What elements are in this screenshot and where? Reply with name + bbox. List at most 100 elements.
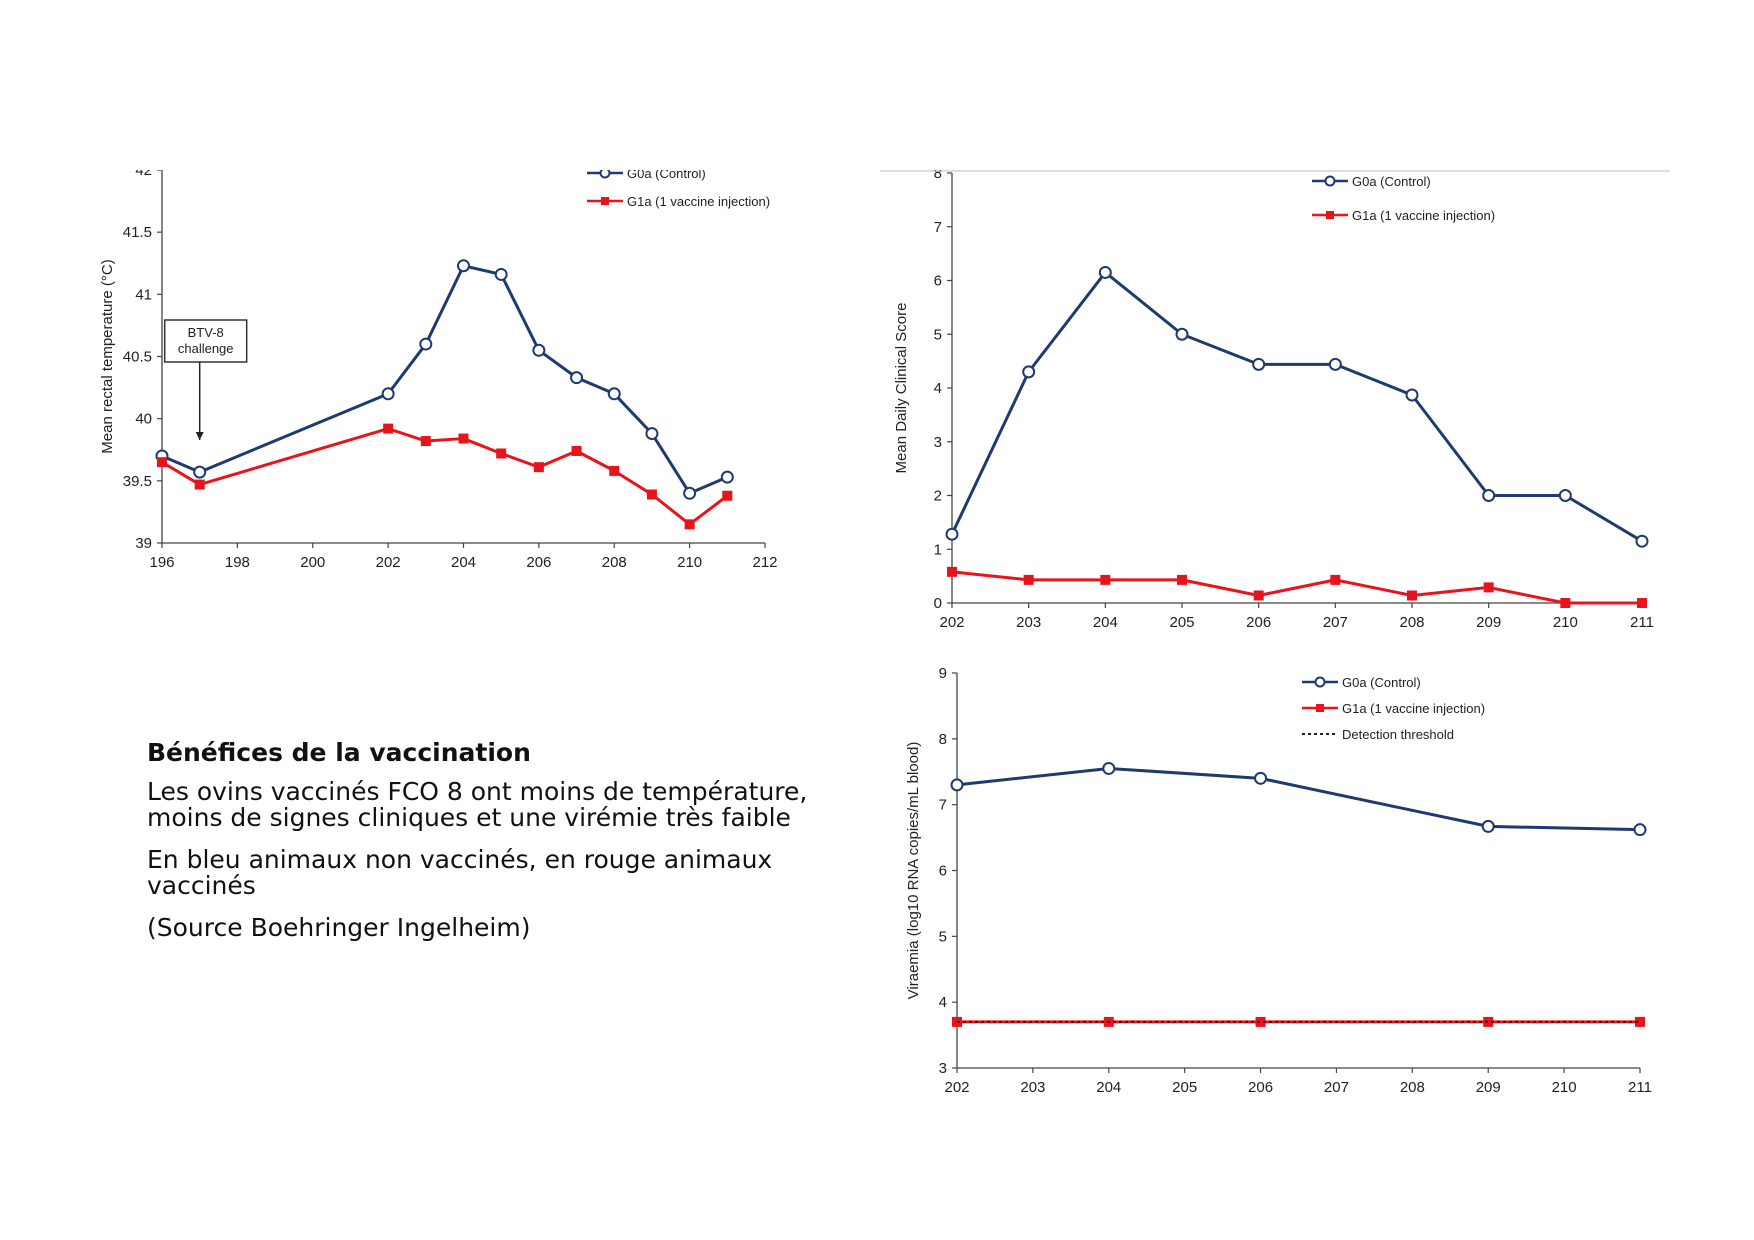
x-tick-label: 210 xyxy=(1552,1079,1577,1096)
x-tick-label: 204 xyxy=(1096,1079,1121,1096)
annotation-label: BTV-8 xyxy=(188,325,224,340)
data-point-vaccinated xyxy=(1637,598,1647,608)
x-tick-label: 205 xyxy=(1169,614,1194,631)
legend-marker-vaccinated xyxy=(601,197,609,205)
y-tick-label: 39 xyxy=(135,535,152,552)
data-point-control xyxy=(1102,761,1116,775)
data-point-vaccinated xyxy=(194,479,205,490)
y-tick-label: 6 xyxy=(934,273,942,290)
x-tick-label: 205 xyxy=(1172,1079,1197,1096)
data-point-control xyxy=(1022,365,1036,379)
x-tick-label: 207 xyxy=(1324,1079,1349,1096)
chart-rectal-temperature-svg: 39 39.5 40 40.5 41 41.5 42 196 198 200 202 204 206 20… xyxy=(99,162,778,571)
data-point-vaccinated xyxy=(496,448,507,459)
data-point-vaccinated xyxy=(1483,1016,1494,1027)
series-line-control xyxy=(161,264,728,495)
legend-label: G0a (Control) xyxy=(1352,174,1431,189)
chart-clinical-score-svg: 0 1 2 3 4 5 6 7 8 202 203 204 205 206 207 208 209 210 211 M… xyxy=(880,165,1670,631)
data-point-control xyxy=(1328,357,1342,371)
data-point-control xyxy=(457,259,470,273)
x-tick-label: 209 xyxy=(1476,1079,1501,1096)
data-point-vaccinated xyxy=(458,433,469,444)
y-axis-label: Mean Daily Clinical Score xyxy=(893,303,910,474)
y-tick-label: 3 xyxy=(934,434,942,451)
data-point-vaccinated xyxy=(1177,574,1187,585)
y-tick-label: 4 xyxy=(939,994,947,1011)
data-point-control xyxy=(683,486,697,500)
data-point-control xyxy=(570,371,584,385)
data-point-control xyxy=(720,470,734,484)
y-tick-label: 40 xyxy=(135,411,152,428)
legend-marker-control xyxy=(1324,175,1336,187)
data-point-control xyxy=(1254,771,1268,785)
data-point-control xyxy=(494,267,508,281)
data-point-control xyxy=(1175,327,1189,341)
data-point-vaccinated xyxy=(1023,574,1034,585)
x-tick-label: 209 xyxy=(1476,614,1501,631)
text-paragraph-1: Les ovins vaccinés FCO 8 ont moins de te… xyxy=(147,777,808,832)
legend-marker-control xyxy=(1314,676,1326,688)
data-point-vaccinated xyxy=(646,489,657,500)
data-point-control xyxy=(1252,357,1266,371)
y-tick-label: 41.5 xyxy=(123,224,152,241)
y-tick-label: 1 xyxy=(934,541,942,558)
y-tick-label: 42 xyxy=(135,170,152,179)
y-tick-label: 7 xyxy=(934,219,942,236)
data-point-vaccinated xyxy=(684,519,695,530)
data-point-control xyxy=(645,427,659,441)
series-line-control xyxy=(956,766,1641,832)
x-tick-label: 212 xyxy=(752,554,777,571)
x-tick-label: 198 xyxy=(225,554,250,571)
y-tick-label: 9 xyxy=(939,665,947,682)
x-tick-label: 204 xyxy=(1093,614,1118,631)
legend-label: G1a (1 vaccine injection) xyxy=(1352,208,1495,223)
data-point-vaccinated xyxy=(571,445,582,456)
data-point-control xyxy=(950,778,964,792)
y-tick-label: 8 xyxy=(934,170,942,182)
chart-viraemia: 3 4 5 6 7 8 9 202 203 204 205 206 207 208 209 210 211 Vir… xyxy=(890,660,1660,1105)
series-line-control xyxy=(950,270,1643,543)
x-tick-label: 210 xyxy=(677,554,702,571)
x-tick-label: 206 xyxy=(1246,614,1271,631)
legend-marker-control xyxy=(599,167,611,179)
legend-label: G0a (Control) xyxy=(1342,675,1421,690)
series-line-vaccinated xyxy=(951,570,1642,605)
annotation-box xyxy=(163,319,248,363)
data-point-control xyxy=(1098,265,1112,279)
y-tick-label: 4 xyxy=(934,380,942,397)
y-tick-label: 39.5 xyxy=(123,473,152,490)
legend-label: G1a (1 vaccine injection) xyxy=(627,194,770,209)
data-point-control xyxy=(1482,489,1496,502)
x-tick-label: 207 xyxy=(1323,614,1348,631)
y-tick-label: 3 xyxy=(939,1060,947,1077)
data-point-vaccinated xyxy=(383,423,394,434)
x-tick-label: 204 xyxy=(451,554,476,571)
x-tick-label: 208 xyxy=(602,554,627,571)
y-tick-label: 40.5 xyxy=(123,349,152,366)
legend-marker-vaccinated xyxy=(1326,211,1334,219)
y-tick-label: 8 xyxy=(939,731,947,748)
x-tick-label: 203 xyxy=(1016,614,1041,631)
data-point-vaccinated xyxy=(1255,1016,1266,1027)
x-tick-label: 206 xyxy=(1248,1079,1273,1096)
x-tick-label: 202 xyxy=(944,1079,969,1096)
text-heading: Bénéfices de la vaccination xyxy=(147,738,531,767)
data-point-vaccinated xyxy=(1330,574,1341,585)
annotation-arrow-head xyxy=(195,432,204,440)
data-point-control xyxy=(1635,534,1649,548)
x-tick-label: 200 xyxy=(300,554,325,571)
data-point-control xyxy=(1558,489,1572,502)
y-tick-label: 2 xyxy=(934,488,942,505)
y-tick-label: 41 xyxy=(135,286,152,303)
x-tick-label: 208 xyxy=(1400,1079,1425,1096)
legend-label: G1a (1 vaccine injection) xyxy=(1342,701,1485,716)
y-tick-label: 5 xyxy=(939,928,947,945)
data-point-vaccinated xyxy=(420,436,431,447)
data-point-control xyxy=(1633,823,1647,837)
data-point-vaccinated xyxy=(722,490,733,501)
chart-clinical-score: 0 1 2 3 4 5 6 7 8 202 203 204 205 206 207 208 209 210 211 M… xyxy=(880,165,1670,655)
y-tick-label: 7 xyxy=(939,797,947,814)
text-block: Bénéfices de la vaccination Les ovins va… xyxy=(147,738,847,957)
x-tick-label: 206 xyxy=(526,554,551,571)
annotation-label: challenge xyxy=(178,341,234,356)
